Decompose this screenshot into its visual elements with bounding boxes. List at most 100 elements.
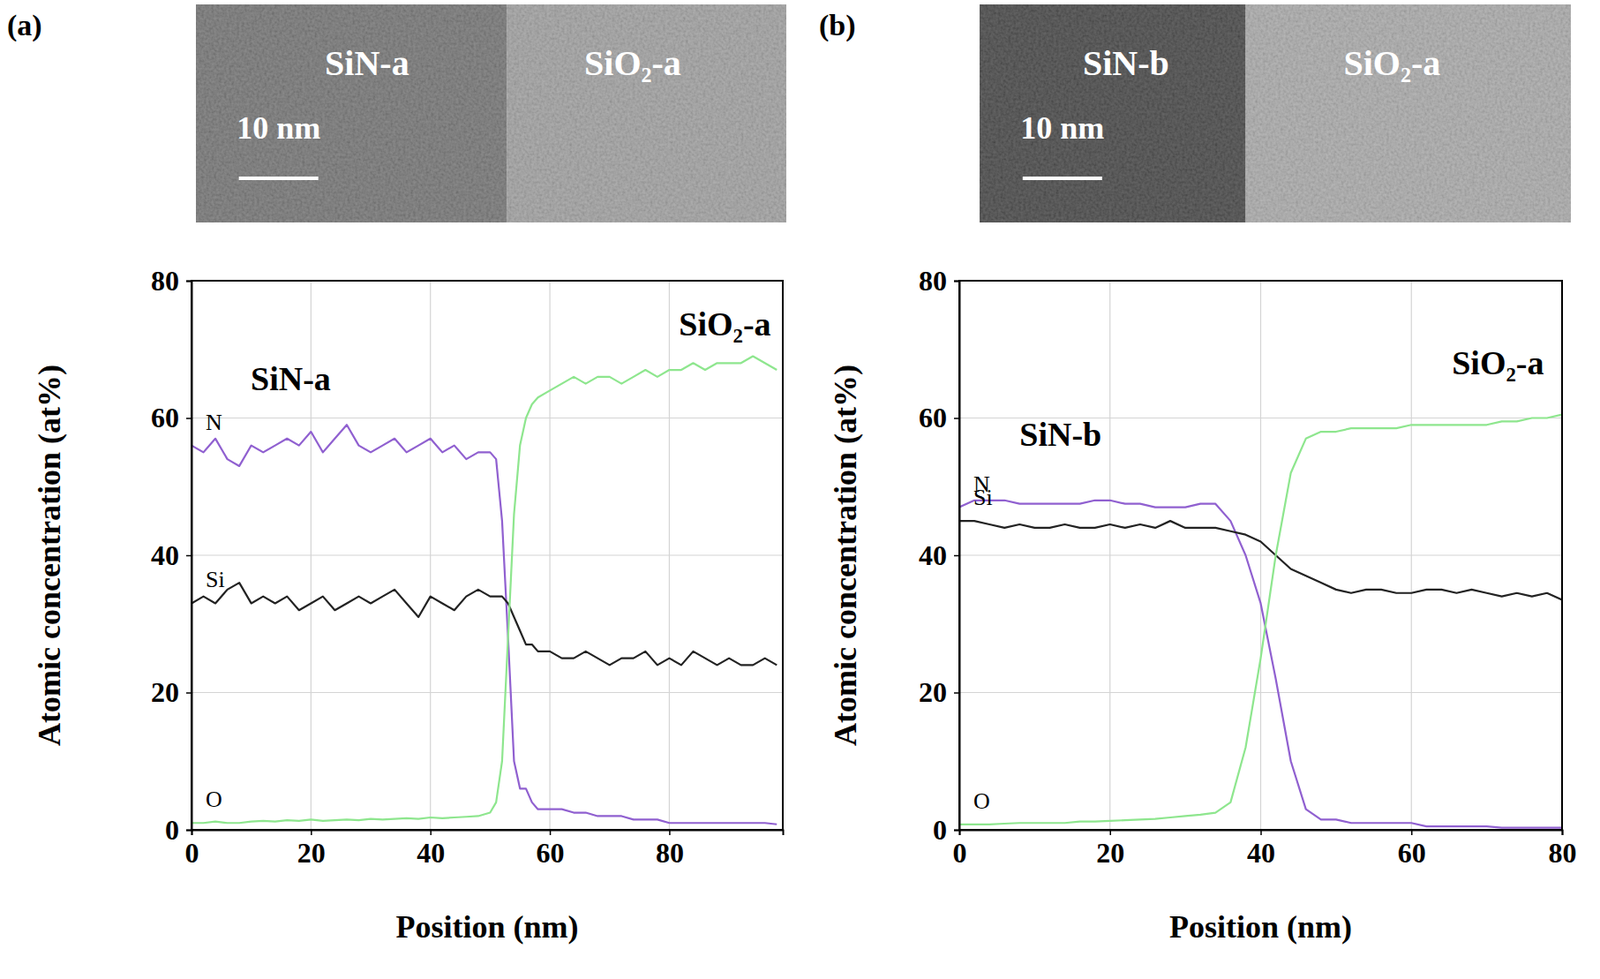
tick-label: 60 xyxy=(918,401,947,434)
tick-label: 80 xyxy=(655,836,684,869)
grid-line xyxy=(668,280,670,830)
scale-bar xyxy=(1022,176,1103,181)
y-axis-title: Atomic concentration (at%) xyxy=(827,364,864,746)
grid-line xyxy=(1109,280,1111,830)
tick-mark xyxy=(953,280,960,283)
series-line xyxy=(191,424,777,825)
tick-label: 0 xyxy=(185,836,200,869)
tick-mark xyxy=(310,829,313,835)
tick-label: 0 xyxy=(165,813,180,846)
tick: 40 xyxy=(416,829,445,869)
axis-line xyxy=(186,281,193,831)
axis-line xyxy=(960,830,1563,836)
grid xyxy=(191,280,783,830)
tick-mark xyxy=(953,691,960,694)
region-label: SiN-b xyxy=(1019,415,1102,453)
tick-mark xyxy=(186,280,192,283)
tick: 80 xyxy=(150,264,192,297)
y-axis-title: Atomic concentration (at%) xyxy=(31,364,68,746)
tick-label: 60 xyxy=(536,836,565,869)
x-axis: 0 20 40 60 80 xyxy=(953,829,1578,869)
tick: 0 xyxy=(165,813,192,846)
tick-mark xyxy=(1411,829,1413,835)
tick-mark xyxy=(953,555,960,557)
tick-label: 20 xyxy=(918,676,947,708)
tick: 80 xyxy=(1548,829,1578,869)
tick-mark xyxy=(549,829,552,835)
tick-label: 40 xyxy=(1246,836,1276,869)
image-texture xyxy=(979,4,1571,223)
series-line xyxy=(191,356,777,824)
series-label: O xyxy=(205,786,223,812)
tick-mark xyxy=(429,829,432,835)
plot-frame xyxy=(959,280,1563,830)
tick-label: 40 xyxy=(416,836,445,869)
tick: 0 xyxy=(185,829,200,869)
grid-line xyxy=(429,280,431,830)
grid-line xyxy=(191,417,783,419)
series-line xyxy=(959,414,1563,825)
axis-line xyxy=(192,830,784,836)
series-label: N xyxy=(205,409,223,436)
tick-label: 60 xyxy=(150,401,180,434)
tick: 60 xyxy=(1397,829,1427,869)
grid-line xyxy=(1411,280,1413,830)
image-texture xyxy=(195,4,787,223)
tick: 0 xyxy=(932,813,960,846)
tick-mark xyxy=(186,555,192,557)
figure: (a) SiN-a SiO₂-a 10 nm 0 20 40 60 80 0 20 40 60 80 Pos… xyxy=(0,0,1600,979)
region-label: SiO₂-a xyxy=(678,305,771,343)
series-label: Si xyxy=(973,484,993,511)
tick-label: 80 xyxy=(1548,836,1578,869)
series-line xyxy=(191,582,777,665)
tick-mark xyxy=(186,417,192,420)
tick-mark xyxy=(953,417,960,420)
tick: 60 xyxy=(536,829,565,869)
grid-line xyxy=(1260,280,1262,830)
tick-label: 40 xyxy=(918,539,947,571)
tick-mark xyxy=(1110,829,1112,835)
tick-label: 80 xyxy=(150,264,180,297)
image-label: SiO₂-a xyxy=(1343,43,1441,83)
scale-bar-label: 10 nm xyxy=(1020,110,1105,146)
panel: (a)SiN-aSiO₂-a10 nm020406080020406080Pos… xyxy=(7,4,787,945)
image-label: SiN-b xyxy=(1082,43,1170,83)
image-label: SiN-a xyxy=(324,43,410,83)
scale-bar-label: 10 nm xyxy=(236,110,321,146)
series-label: O xyxy=(973,788,991,814)
series-line xyxy=(959,500,1563,828)
tick-mark xyxy=(186,829,192,832)
plot-background xyxy=(191,280,783,830)
tick-mark xyxy=(668,829,671,835)
tick: 0 xyxy=(953,829,968,869)
tick-mark xyxy=(186,691,192,694)
panel-label: (a) xyxy=(7,8,43,43)
x-axis-title: Position (nm) xyxy=(396,908,579,945)
panel: (b)SiN-bSiO₂-a10 nm020406080020406080Pos… xyxy=(818,4,1578,945)
axis-line xyxy=(953,281,961,831)
tem-image: SiN-a SiO₂-a 10 nm xyxy=(195,4,787,223)
tick-label: 40 xyxy=(150,539,180,571)
tick: 60 xyxy=(150,401,192,434)
tick-label: 20 xyxy=(150,676,180,708)
tick-label: 20 xyxy=(1096,836,1125,869)
tick: 20 xyxy=(918,676,960,708)
tick-label: 0 xyxy=(932,813,947,846)
x-axis: 020406080 xyxy=(185,829,784,869)
lines xyxy=(959,414,1563,828)
tick: 80 xyxy=(918,264,960,297)
tem-image: SiN-b SiO₂-a 10 nm xyxy=(979,4,1571,223)
grid xyxy=(959,280,1563,830)
tick: 80 xyxy=(655,829,684,869)
grid-line xyxy=(191,691,783,693)
y-axis: 0 20 40 60 80 xyxy=(150,264,193,846)
grid-line xyxy=(191,554,783,556)
region-label: SiO₂-a xyxy=(1451,344,1544,382)
tick: 40 xyxy=(150,539,192,571)
series-line xyxy=(959,520,1563,600)
tick: 60 xyxy=(918,401,960,434)
region-label: SiN-a xyxy=(250,360,331,398)
plot-background xyxy=(959,280,1563,830)
tick-mark xyxy=(1260,829,1262,835)
image-label: SiO₂-a xyxy=(584,43,682,83)
